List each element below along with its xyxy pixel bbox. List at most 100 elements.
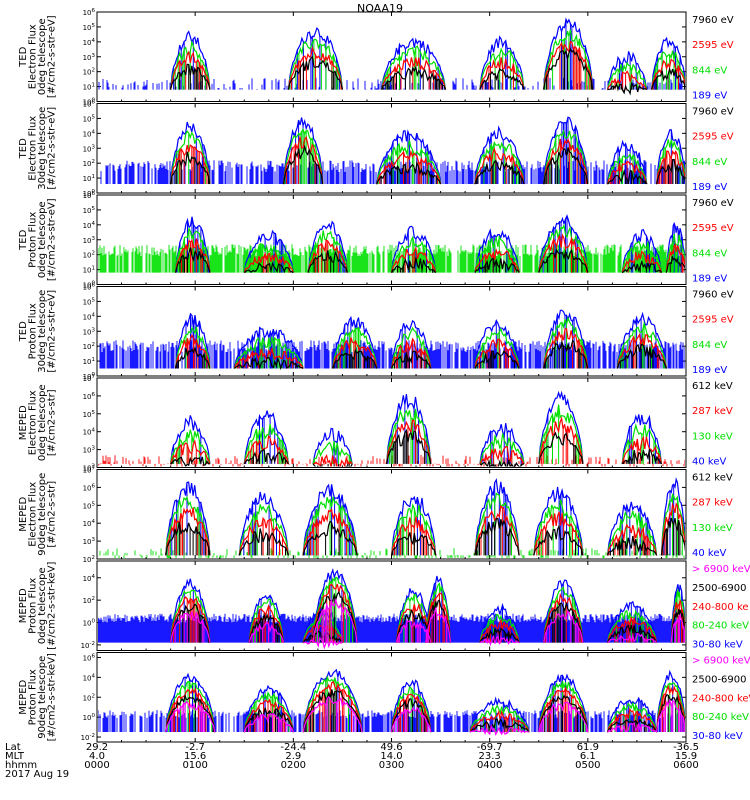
series-line bbox=[165, 502, 685, 556]
y-tick-label: 100 bbox=[83, 281, 96, 290]
legend-entry: 612 keV bbox=[692, 381, 733, 392]
legend-entry: 844 eV bbox=[692, 248, 727, 259]
x-tick-mlt: 23.3 bbox=[479, 751, 501, 762]
y-tick-label: 104 bbox=[83, 673, 96, 682]
y-tick-label: 103 bbox=[83, 236, 96, 245]
series-line bbox=[170, 47, 685, 96]
legend-entry: 130 keV bbox=[692, 431, 733, 442]
legend-entry: 189 eV bbox=[692, 365, 727, 376]
legend-entry: 240-800 ke bbox=[692, 602, 749, 613]
x-tick-mlt: 6.1 bbox=[580, 751, 596, 762]
series-line bbox=[174, 339, 667, 371]
series-line bbox=[165, 668, 685, 733]
panel-frame bbox=[96, 469, 687, 560]
series-line bbox=[170, 17, 685, 90]
series-line bbox=[165, 477, 685, 556]
y-tick-label: 103 bbox=[83, 446, 96, 455]
series-line bbox=[170, 135, 685, 185]
series-line bbox=[165, 675, 685, 733]
series-line bbox=[165, 517, 685, 556]
data-layer bbox=[98, 568, 685, 650]
data-layer bbox=[100, 116, 685, 185]
data-layer bbox=[98, 477, 685, 558]
y-axis-label-line: Electron Flux bbox=[27, 482, 38, 547]
legend-entry: 30-80 keV bbox=[692, 640, 743, 651]
x-row-label: 2017 Aug 19 bbox=[5, 769, 69, 780]
legend-entry: > 6900 keV bbox=[692, 656, 750, 667]
y-tick-label: 102 bbox=[83, 693, 95, 702]
series-line bbox=[174, 223, 685, 273]
legend-entry: 2500-6900 bbox=[692, 674, 747, 685]
legend-entry: 2500-6900 bbox=[692, 583, 747, 594]
x-row-label: MLT bbox=[5, 751, 25, 762]
y-axis-label-line: TED bbox=[18, 321, 29, 342]
series-line bbox=[170, 116, 685, 185]
y-tick-label: 101 bbox=[83, 266, 95, 275]
y-tick-label: 107 bbox=[83, 374, 96, 383]
legend-entry: 240-800 keV bbox=[692, 693, 750, 704]
y-tick-label: 104 bbox=[83, 38, 96, 47]
y-axis-label: TEDProton Flux0deg telescope[#/cm2-s-str… bbox=[18, 198, 58, 281]
y-axis-label-line: [#/cm2-s-str-eV] bbox=[46, 198, 57, 281]
legend-entry: 130 keV bbox=[692, 523, 733, 534]
y-tick-label: 104 bbox=[83, 428, 96, 437]
x-tick-hhmm: 0300 bbox=[379, 760, 404, 771]
y-tick-label: 104 bbox=[83, 574, 96, 583]
series-line bbox=[174, 316, 667, 369]
series-line bbox=[174, 247, 685, 274]
legend-entry: 30-80 keV bbox=[692, 731, 743, 742]
x-tick-mlt: 15.9 bbox=[675, 751, 697, 762]
series-line bbox=[170, 404, 663, 465]
data-layer bbox=[98, 17, 685, 96]
legend-entry: 40 keV bbox=[692, 548, 726, 559]
y-tick-label: 100 bbox=[83, 713, 96, 722]
series-line bbox=[165, 492, 685, 556]
series-line bbox=[170, 390, 663, 465]
y-tick-label: 105 bbox=[83, 114, 96, 123]
y-tick-label: 100 bbox=[83, 619, 96, 628]
y-axis-label: TEDElectron Flux0deg telescope[#/cm2-s-s… bbox=[18, 15, 58, 98]
y-axis-label-line: TED bbox=[18, 46, 29, 67]
legend-entry: 189 eV bbox=[692, 91, 727, 102]
x-tick-hhmm: 0600 bbox=[673, 760, 698, 771]
series-line bbox=[165, 695, 685, 736]
data-layer bbox=[98, 214, 685, 274]
series-line bbox=[170, 416, 663, 467]
panel-6: 102 103 104 105 106 107 MEPEDElectron Flux90de… bbox=[18, 466, 733, 565]
panel-4: 100 101 102 103 104 105 106 TEDProton Flux30deg… bbox=[18, 283, 734, 382]
y-axis-label-line: MEPED bbox=[18, 496, 29, 531]
y-tick-label: 100 bbox=[83, 98, 96, 107]
x-tick-hhmm: 0000 bbox=[84, 760, 109, 771]
legend-entry: 2595 eV bbox=[692, 132, 734, 143]
y-axis-label-line: Proton Flux bbox=[27, 303, 38, 359]
series-line bbox=[174, 309, 667, 369]
legend-entry: 612 keV bbox=[692, 473, 733, 484]
y-axis-label-line: MEPED bbox=[18, 679, 29, 714]
y-axis-label-line: [#/cm2-s-str-keV] bbox=[46, 653, 57, 741]
legend-entry: 189 eV bbox=[692, 182, 727, 193]
y-tick-label: 104 bbox=[83, 129, 96, 138]
y-tick-label: 104 bbox=[83, 221, 96, 230]
series-line bbox=[170, 428, 662, 467]
y-tick-label: 102 bbox=[83, 464, 95, 473]
y-tick-label: 106 bbox=[83, 392, 96, 401]
y-axis-label-line: 0deg telescope bbox=[37, 567, 48, 644]
series-background bbox=[98, 244, 685, 273]
y-tick-label: 102 bbox=[83, 342, 95, 351]
data-layer bbox=[98, 668, 685, 736]
series-line bbox=[165, 681, 685, 733]
x-tick-lat: -36.5 bbox=[673, 742, 699, 753]
x-tick-lat: 29.2 bbox=[86, 742, 108, 753]
y-tick-label: 102 bbox=[83, 159, 95, 168]
y-axis-label: TEDProton Flux30deg telescope[#/cm2-s-st… bbox=[18, 290, 58, 373]
y-axis-label-line: [#/cm2-s-str-eV] bbox=[46, 107, 57, 190]
legend-entry: 2595 eV bbox=[692, 223, 734, 234]
y-axis-label: MEPEDProton Flux0deg telescope[#/cm2-s-s… bbox=[18, 562, 58, 650]
y-axis-label-line: TED bbox=[18, 138, 29, 159]
legend-entry: 80-240 keV bbox=[692, 621, 749, 632]
series-line bbox=[174, 233, 685, 273]
legend-entry: 80-240 keV bbox=[692, 712, 749, 723]
y-tick-label: 100 bbox=[83, 372, 96, 381]
panel-1: 100 101 102 103 104 105 106 TEDElectron Flux0de… bbox=[18, 8, 734, 107]
y-tick-label: 100 bbox=[83, 189, 96, 198]
